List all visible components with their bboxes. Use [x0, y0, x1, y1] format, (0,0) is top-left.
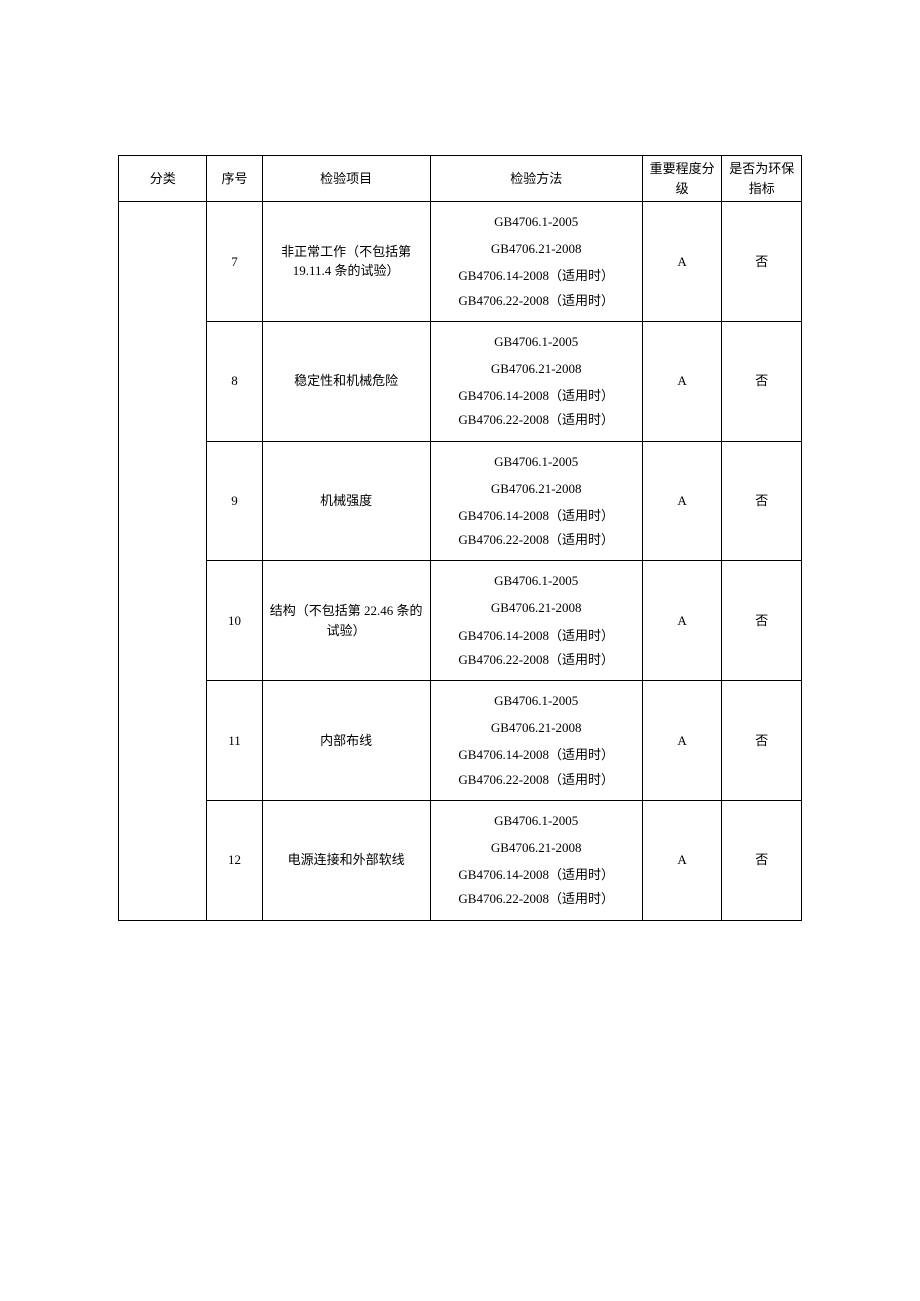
method-line: GB4706.14-2008（适用时） [433, 863, 640, 887]
table-row: 12 电源连接和外部软线 GB4706.1-2005 GB4706.21-200… [119, 800, 802, 920]
table-row: 10 结构（不包括第 22.46 条的试验） GB4706.1-2005 GB4… [119, 561, 802, 681]
method-line: GB4706.1-2005 [433, 689, 640, 713]
cell-method: GB4706.1-2005 GB4706.21-2008 GB4706.14-2… [430, 441, 642, 561]
method-line: GB4706.1-2005 [433, 569, 640, 593]
method-line: GB4706.22-2008（适用时） [433, 768, 640, 792]
cell-item: 内部布线 [262, 681, 430, 801]
cell-num: 11 [207, 681, 262, 801]
method-line: GB4706.1-2005 [433, 330, 640, 354]
cell-num: 7 [207, 202, 262, 322]
method-line: GB4706.21-2008 [433, 713, 640, 743]
cell-category [119, 202, 207, 921]
table-row: 9 机械强度 GB4706.1-2005 GB4706.21-2008 GB47… [119, 441, 802, 561]
header-category: 分类 [119, 156, 207, 202]
header-item: 检验项目 [262, 156, 430, 202]
inspection-table: 分类 序号 检验项目 检验方法 重要程度分级 是否为环保指标 7 非正常工作（不… [118, 155, 802, 921]
cell-method: GB4706.1-2005 GB4706.21-2008 GB4706.14-2… [430, 561, 642, 681]
header-env: 是否为环保指标 [722, 156, 802, 202]
cell-item: 结构（不包括第 22.46 条的试验） [262, 561, 430, 681]
cell-item: 电源连接和外部软线 [262, 800, 430, 920]
method-line: GB4706.14-2008（适用时） [433, 743, 640, 767]
cell-env: 否 [722, 681, 802, 801]
table-row: 8 稳定性和机械危险 GB4706.1-2005 GB4706.21-2008 … [119, 321, 802, 441]
header-priority: 重要程度分级 [642, 156, 722, 202]
method-line: GB4706.14-2008（适用时） [433, 384, 640, 408]
method-line: GB4706.21-2008 [433, 354, 640, 384]
method-line: GB4706.22-2008（适用时） [433, 289, 640, 313]
table-row: 11 内部布线 GB4706.1-2005 GB4706.21-2008 GB4… [119, 681, 802, 801]
cell-num: 8 [207, 321, 262, 441]
method-line: GB4706.22-2008（适用时） [433, 408, 640, 432]
cell-priority: A [642, 800, 722, 920]
cell-priority: A [642, 441, 722, 561]
cell-priority: A [642, 561, 722, 681]
method-line: GB4706.21-2008 [433, 833, 640, 863]
method-line: GB4706.21-2008 [433, 234, 640, 264]
cell-env: 否 [722, 202, 802, 322]
cell-item: 稳定性和机械危险 [262, 321, 430, 441]
table-row: 7 非正常工作（不包括第19.11.4 条的试验） GB4706.1-2005 … [119, 202, 802, 322]
header-row: 分类 序号 检验项目 检验方法 重要程度分级 是否为环保指标 [119, 156, 802, 202]
cell-method: GB4706.1-2005 GB4706.21-2008 GB4706.14-2… [430, 321, 642, 441]
header-method: 检验方法 [430, 156, 642, 202]
cell-priority: A [642, 202, 722, 322]
cell-env: 否 [722, 321, 802, 441]
cell-priority: A [642, 321, 722, 441]
method-line: GB4706.21-2008 [433, 474, 640, 504]
cell-method: GB4706.1-2005 GB4706.21-2008 GB4706.14-2… [430, 202, 642, 322]
cell-item: 机械强度 [262, 441, 430, 561]
method-line: GB4706.14-2008（适用时） [433, 624, 640, 648]
cell-method: GB4706.1-2005 GB4706.21-2008 GB4706.14-2… [430, 800, 642, 920]
cell-env: 否 [722, 800, 802, 920]
method-line: GB4706.1-2005 [433, 809, 640, 833]
cell-env: 否 [722, 441, 802, 561]
cell-num: 12 [207, 800, 262, 920]
cell-priority: A [642, 681, 722, 801]
header-num: 序号 [207, 156, 262, 202]
method-line: GB4706.22-2008（适用时） [433, 648, 640, 672]
method-line: GB4706.22-2008（适用时） [433, 887, 640, 911]
cell-method: GB4706.1-2005 GB4706.21-2008 GB4706.14-2… [430, 681, 642, 801]
method-line: GB4706.1-2005 [433, 210, 640, 234]
cell-num: 10 [207, 561, 262, 681]
cell-num: 9 [207, 441, 262, 561]
method-line: GB4706.14-2008（适用时） [433, 504, 640, 528]
cell-env: 否 [722, 561, 802, 681]
method-line: GB4706.21-2008 [433, 593, 640, 623]
method-line: GB4706.22-2008（适用时） [433, 528, 640, 552]
method-line: GB4706.1-2005 [433, 450, 640, 474]
method-line: GB4706.14-2008（适用时） [433, 264, 640, 288]
cell-item: 非正常工作（不包括第19.11.4 条的试验） [262, 202, 430, 322]
